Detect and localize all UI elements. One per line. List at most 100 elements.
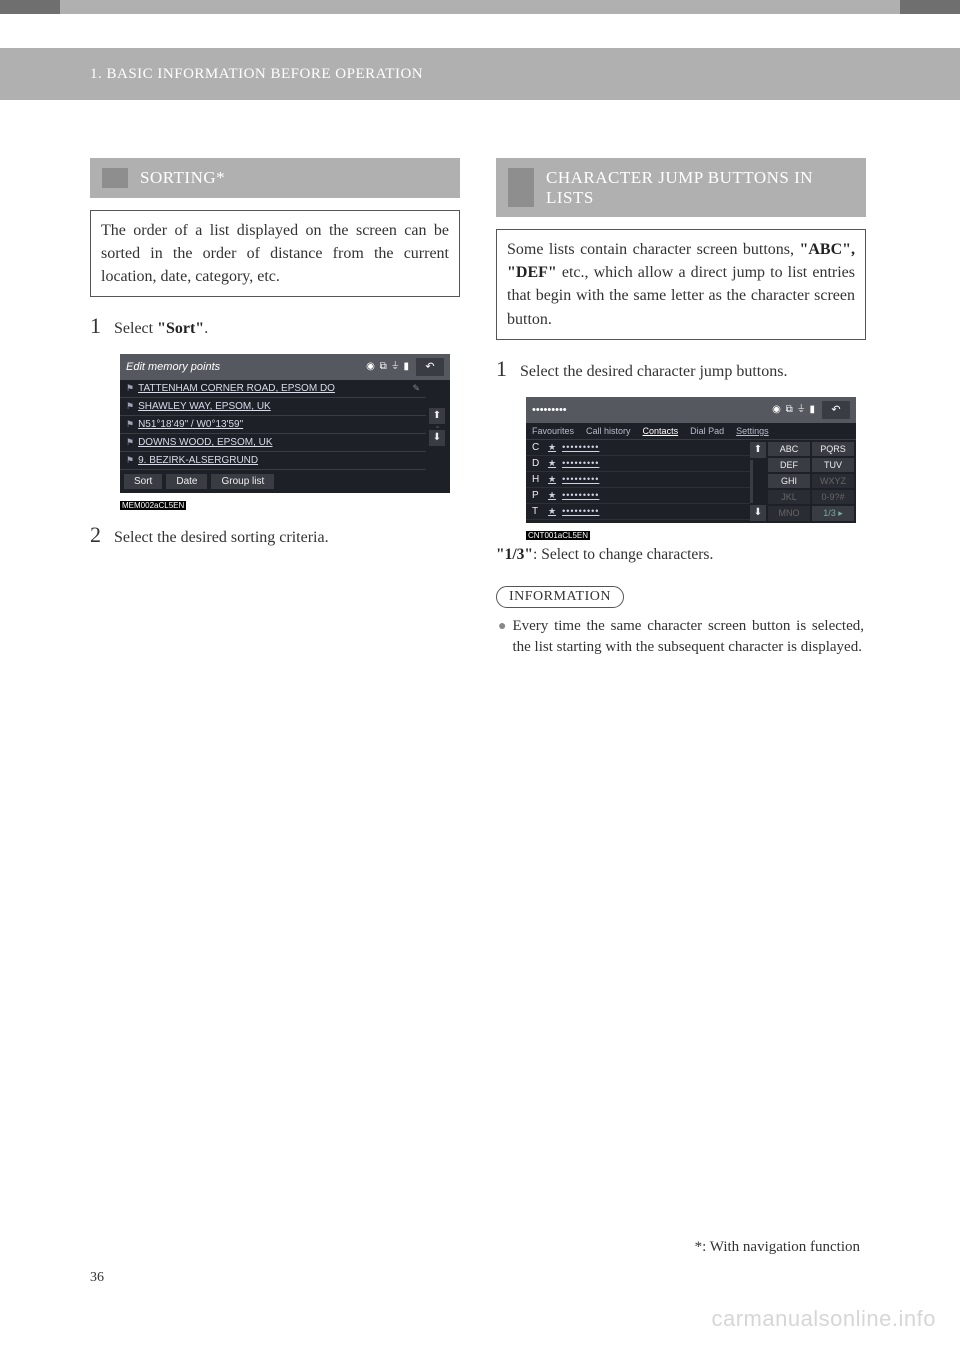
step-number: 1	[90, 311, 102, 342]
list-row[interactable]: T★•••••••••	[526, 504, 750, 520]
edit-icon[interactable]: ✎	[412, 383, 420, 394]
ss1-titlebar: Edit memory points ◉ ⧉ ⏚ ▮ ↶	[120, 354, 450, 380]
flag-icon: ⚑	[126, 455, 134, 466]
note-bold: "1/3"	[496, 546, 533, 563]
ss2-body: C★••••••••• D★••••••••• H★••••••••• P★••…	[526, 440, 856, 523]
ss1-title: Edit memory points	[126, 361, 220, 373]
flag-icon: ⚑	[126, 383, 134, 394]
abc-button[interactable]: GHI	[768, 474, 810, 488]
row-letter: H	[532, 474, 542, 485]
abc-button[interactable]: MNO	[768, 506, 810, 521]
tab-favourites[interactable]: Favourites	[526, 423, 580, 439]
abc-button[interactable]: PQRS	[812, 442, 854, 456]
step-2-left: 2 Select the desired sorting criteria.	[90, 520, 460, 551]
ss2-tabs: Favourites Call history Contacts Dial Pa…	[526, 423, 856, 440]
section-header-charjump: CHARACTER JUMP BUTTONS IN LISTS	[496, 158, 866, 217]
footnote-text: *: With navigation function	[695, 1239, 860, 1255]
back-icon[interactable]: ↶	[822, 401, 850, 419]
abc-button[interactable]: TUV	[812, 458, 854, 472]
ss2-titlebar: ••••••••• ◉ ⧉ ⏚ ▮ ↶	[526, 397, 856, 423]
abc-button[interactable]: WXYZ	[812, 474, 854, 488]
tab-settings[interactable]: Settings	[730, 423, 775, 439]
intro-box-charjump: Some lists contain character screen butt…	[496, 229, 866, 340]
watermark-text: carmanualsonline.info	[711, 1306, 936, 1331]
star-icon: ★	[548, 458, 556, 469]
info-label-text: INFORMATION	[509, 589, 611, 604]
row-dots: •••••••••	[562, 474, 599, 484]
intro-suffix: etc., which allow a direct jump to list …	[507, 264, 855, 327]
row-letter: C	[532, 442, 542, 453]
list-row[interactable]: H★•••••••••	[526, 472, 750, 488]
bullet-icon: ●	[498, 616, 506, 658]
date-button[interactable]: Date	[166, 474, 207, 489]
abc-button[interactable]: 0-9?#	[812, 490, 854, 504]
step-number: 2	[90, 520, 102, 551]
chapter-title: 1. BASIC INFORMATION BEFORE OPERATION	[90, 66, 423, 83]
top-border-right-tab	[900, 0, 960, 14]
tab-contacts[interactable]: Contacts	[637, 423, 685, 439]
sort-button[interactable]: Sort	[124, 474, 162, 489]
group-list-button[interactable]: Group list	[211, 474, 274, 489]
screenshot-edit-memory: Edit memory points ◉ ⧉ ⏚ ▮ ↶ ⚑TATTENHAM …	[120, 354, 450, 493]
ss1-right: ◉ ⧉ ⏚ ▮ ↶	[366, 358, 444, 376]
ss1-row-text: DOWNS WOOD, EPSOM, UK	[138, 437, 420, 448]
list-row[interactable]: C★•••••••••	[526, 440, 750, 456]
step-1-left: 1 Select "Sort".	[90, 311, 460, 342]
scroll-track	[750, 460, 753, 503]
tab-call-history[interactable]: Call history	[580, 423, 637, 439]
scroll-up-icon[interactable]: ⬆	[429, 408, 445, 424]
back-icon[interactable]: ↶	[416, 358, 444, 376]
flag-icon: ⚑	[126, 419, 134, 430]
row-dots: •••••••••	[562, 442, 599, 452]
info-bullet: ● Every time the same character screen b…	[496, 616, 866, 658]
abc-button[interactable]: DEF	[768, 458, 810, 472]
ss1-caption: MEM002aCL5EN	[120, 501, 186, 510]
abc-button[interactable]: ABC	[768, 442, 810, 456]
ss1-row[interactable]: ⚑DOWNS WOOD, EPSOM, UK	[120, 434, 426, 452]
ss1-row-text: 9. BEZIRK-ALSERGRUND	[138, 455, 420, 466]
row-dots: •••••••••	[562, 490, 599, 500]
ss2-scrollbar[interactable]: ⬆ ⬇	[750, 440, 766, 523]
ss1-row[interactable]: ⚑ 9. BEZIRK-ALSERGRUND	[120, 452, 426, 470]
ss1-row[interactable]: ⚑SHAWLEY WAY, EPSOM, UK	[120, 398, 426, 416]
scroll-up-icon[interactable]: ⬆	[750, 442, 766, 458]
top-border	[0, 0, 960, 14]
ss1-row-text: N51°18'49" / W0°13'59"	[138, 419, 420, 430]
star-icon: ★	[548, 490, 556, 501]
section-header-sorting: SORTING*	[90, 158, 460, 198]
scroll-down-icon[interactable]: ⬇	[750, 505, 766, 521]
list-row[interactable]: P★•••••••••	[526, 488, 750, 504]
star-icon: ★	[548, 506, 556, 517]
note-suffix: : Select to change characters.	[533, 546, 713, 563]
ss1-bottombar: Sort Date Group list	[120, 470, 450, 493]
scroll-down-icon[interactable]: ⬇	[429, 430, 445, 446]
step1-bold: "Sort"	[157, 320, 204, 337]
step1-prefix: Select	[114, 320, 157, 337]
page-content: SORTING* The order of a list displayed o…	[90, 158, 870, 658]
chapter-header: 1. BASIC INFORMATION BEFORE OPERATION	[0, 48, 960, 100]
ss2-list: C★••••••••• D★••••••••• H★••••••••• P★••…	[526, 440, 750, 523]
right-column: CHARACTER JUMP BUTTONS IN LISTS Some lis…	[496, 158, 866, 658]
ss1-row[interactable]: ⚑TATTENHAM CORNER ROAD, EPSOM DO✎	[120, 380, 426, 398]
abc-grid: ABC PQRS DEF TUV GHI WXYZ JKL 0-9?# MNO …	[766, 440, 856, 523]
abc-button[interactable]: JKL	[768, 490, 810, 504]
status-icons: ◉ ⧉ ⏚ ▮	[366, 361, 410, 372]
watermark: carmanualsonline.info	[711, 1306, 936, 1332]
bullet-text: Every time the same character screen but…	[512, 616, 864, 658]
row-dots: •••••••••	[562, 506, 599, 516]
note-1-3: "1/3": Select to change characters.	[496, 546, 866, 564]
ss1-row[interactable]: ⚑ N51°18'49" / W0°13'59"	[120, 416, 426, 434]
page-number-text: 36	[90, 1270, 104, 1285]
left-column: SORTING* The order of a list displayed o…	[90, 158, 460, 658]
status-icons: ◉ ⧉ ⏚ ▮	[772, 404, 816, 415]
flag-icon: ⚑	[126, 401, 134, 412]
list-row[interactable]: D★•••••••••	[526, 456, 750, 472]
tab-dial-pad[interactable]: Dial Pad	[684, 423, 730, 439]
pager-button[interactable]: 1/3 ▸	[812, 506, 854, 521]
ss2-caption: CNT001aCL5EN	[526, 531, 590, 540]
ss1-list-wrap: ⚑TATTENHAM CORNER ROAD, EPSOM DO✎ ⚑SHAWL…	[120, 380, 450, 470]
ss2-right: ◉ ⧉ ⏚ ▮ ↶	[772, 401, 850, 419]
step1-suffix: .	[204, 320, 208, 337]
step-1-right: 1 Select the desired character jump butt…	[496, 354, 866, 385]
ss1-scrollbar[interactable]: ⬆ ⬇	[428, 408, 446, 446]
